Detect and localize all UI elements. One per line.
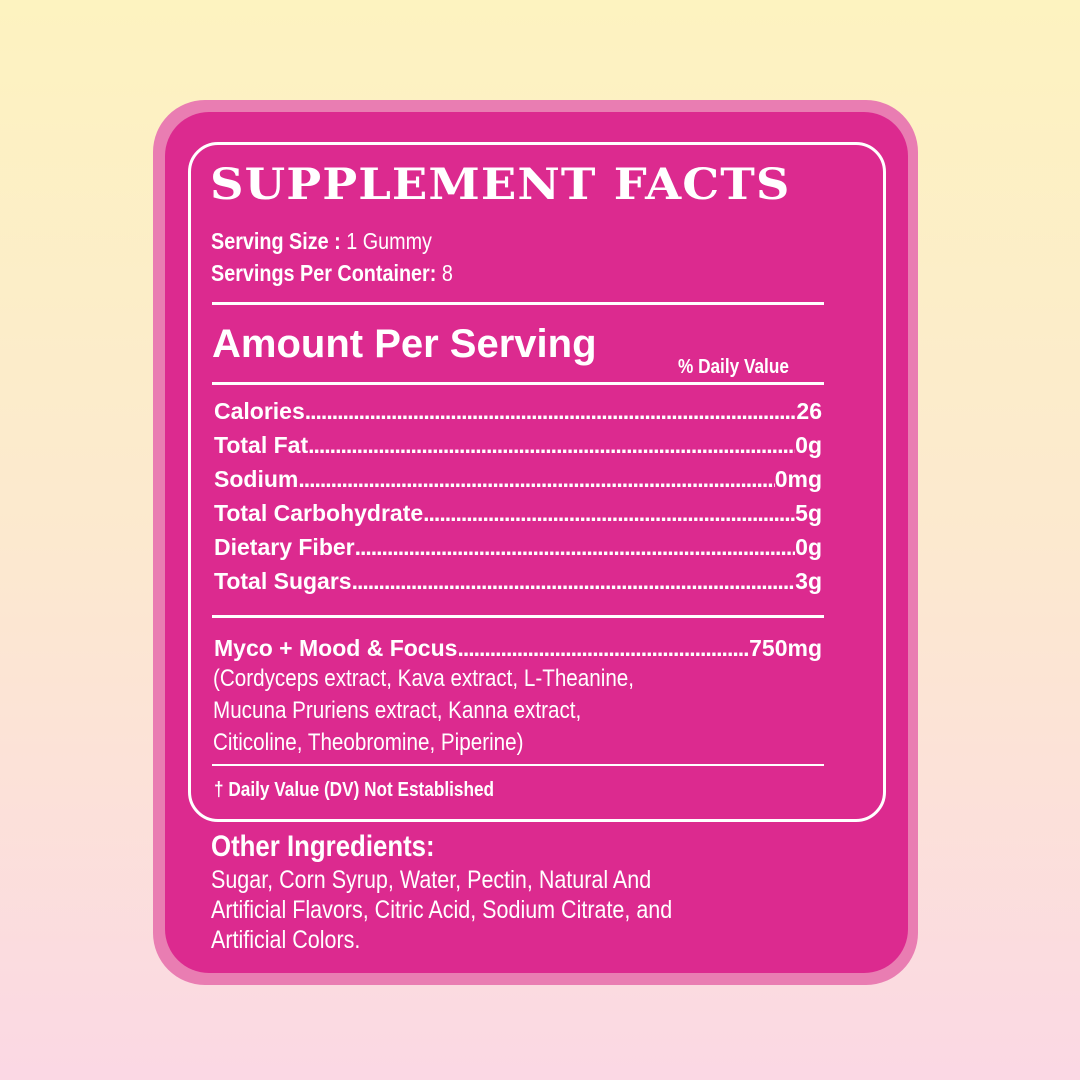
label-background	[165, 112, 908, 973]
serving-size: Serving Size : 1 Gummy	[211, 228, 432, 255]
blend-ingredients-line: (Cordyceps extract, Kava extract, L-Thea…	[213, 665, 635, 692]
dot-leader: ........................................…	[304, 398, 797, 424]
blend-label: Myco + Mood & Focus	[214, 635, 458, 661]
dot-leader: ........................................…	[308, 432, 795, 458]
nutrient-row: Calories................................…	[214, 398, 822, 424]
servings-value: 8	[441, 260, 453, 286]
nutrient-row: Sodium..................................…	[214, 466, 822, 492]
other-ingredients-line: Sugar, Corn Syrup, Water, Pectin, Natura…	[211, 866, 652, 894]
dot-leader: ........................................…	[298, 466, 775, 492]
blend-value: 750mg	[749, 635, 822, 661]
nutrient-row: Total Fat...............................…	[214, 432, 822, 458]
nutrient-row: Total Sugars............................…	[214, 568, 822, 594]
serving-size-value: 1 Gummy	[346, 228, 432, 254]
other-ingredients-line: Artificial Colors.	[211, 926, 361, 954]
divider	[212, 615, 824, 618]
nutrient-label: Total Carbohydrate	[214, 500, 424, 526]
footnote: † Daily Value (DV) Not Established	[214, 779, 495, 801]
dot-leader: ........................................…	[457, 635, 749, 661]
nutrient-label: Calories	[214, 398, 305, 424]
nutrient-value: 0g	[795, 432, 822, 458]
nutrient-row: Total Carbohydrate......................…	[214, 500, 822, 526]
dot-leader: ........................................…	[351, 568, 796, 594]
other-ingredients-heading: Other Ingredients:	[211, 830, 435, 863]
divider	[212, 764, 824, 766]
nutrient-label: Total Sugars	[214, 568, 352, 594]
blend-ingredients-line: Citicoline, Theobromine, Piperine)	[213, 729, 524, 756]
nutrient-value: 0g	[795, 534, 822, 560]
nutrient-value: 5g	[795, 500, 822, 526]
nutrient-label: Total Fat	[214, 432, 309, 458]
blend-row: Myco + Mood & Focus ....................…	[214, 635, 822, 661]
daily-value-header: % Daily Value	[678, 356, 789, 378]
nutrient-value: 3g	[795, 568, 822, 594]
nutrient-label: Dietary Fiber	[214, 534, 355, 560]
servings-label: Servings Per Container:	[211, 260, 437, 286]
divider	[212, 302, 824, 305]
other-ingredients-line: Artificial Flavors, Citric Acid, Sodium …	[211, 896, 673, 924]
nutrient-row: Dietary Fiber...........................…	[214, 534, 822, 560]
dot-leader: ........................................…	[354, 534, 796, 560]
facts-panel	[188, 142, 886, 822]
serving-size-label: Serving Size :	[211, 228, 341, 254]
servings-per-container: Servings Per Container: 8	[211, 260, 453, 287]
supplement-label-card	[153, 100, 918, 985]
nutrient-value: 26	[796, 398, 822, 424]
nutrient-value: 0mg	[774, 466, 822, 492]
blend-ingredients-line: Mucuna Pruriens extract, Kanna extract,	[213, 697, 582, 724]
divider	[212, 382, 824, 385]
amount-per-serving-heading: Amount Per Serving	[212, 322, 597, 366]
nutrient-label: Sodium	[214, 466, 299, 492]
label-title: SUPPLEMENT FACTS	[210, 160, 791, 210]
dot-leader: ........................................…	[423, 500, 796, 526]
